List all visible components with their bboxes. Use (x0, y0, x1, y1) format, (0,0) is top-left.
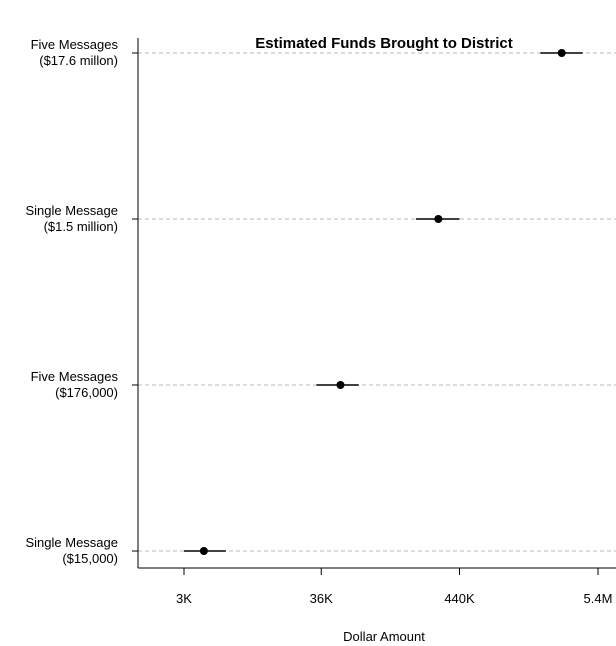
y-tick-label-sub: ($17.6 millon) (39, 53, 118, 68)
y-tick-label-sub: ($1.5 million) (44, 219, 118, 234)
plot-area (138, 49, 616, 555)
y-tick-label: Single Message (26, 203, 119, 218)
data-point (434, 215, 443, 223)
y-axis-labels: Five Messages($17.6 millon)Single Messag… (26, 37, 138, 566)
x-tick-label: 36K (310, 591, 333, 606)
data-point (336, 381, 345, 389)
x-tick-label: 440K (444, 591, 475, 606)
y-tick-label: Five Messages (31, 369, 119, 384)
x-tick-label: 5.4M (584, 591, 613, 606)
y-tick-label: Five Messages (31, 37, 119, 52)
x-axis-ticks: 3K 36K 440K 5.4M (176, 568, 612, 606)
y-tick-label-sub: ($176,000) (55, 385, 118, 400)
x-tick-label: 3K (176, 591, 192, 606)
data-point (199, 547, 208, 555)
x-axis-label: Dollar Amount (343, 629, 425, 644)
y-tick-label-sub: ($15,000) (62, 551, 118, 566)
chart-title: Estimated Funds Brought to District (255, 35, 513, 52)
data-point (557, 49, 566, 57)
y-tick-label: Single Message (26, 535, 119, 550)
